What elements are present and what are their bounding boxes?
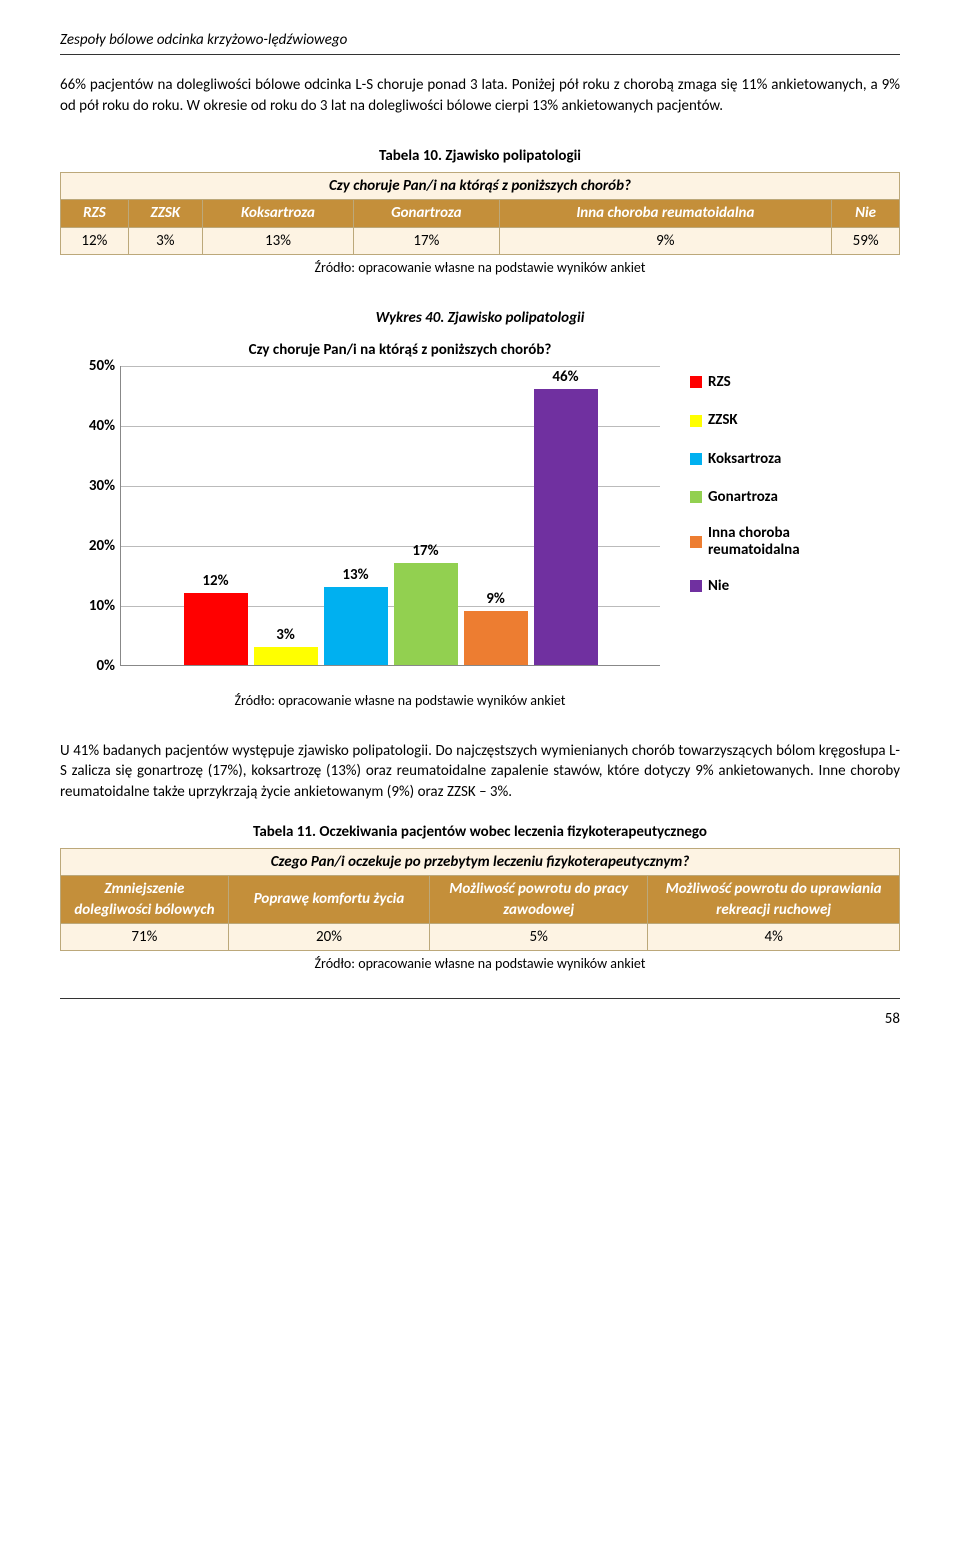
legend-label-4: Inna chorobareumatoidalna (708, 525, 800, 558)
bar-rect-1 (254, 647, 318, 665)
table10-val2: 13% (202, 227, 353, 254)
bar-3: 17% (392, 541, 460, 665)
table10-spanhead: Czy choruje Pan/i na którąś z poniższych… (61, 173, 900, 200)
legend-swatch-3 (690, 491, 702, 503)
legend-label-0: RZS (708, 372, 731, 392)
bar-rect-4 (464, 611, 528, 665)
table10-val5: 59% (832, 227, 900, 254)
table11-col3: Możliwość powrotu do uprawiania rekreacj… (648, 876, 900, 924)
bar-rect-0 (184, 593, 248, 665)
legend-item-1: ZZSK (690, 410, 800, 430)
table11-val3: 4% (648, 923, 900, 950)
legend-item-0: RZS (690, 372, 800, 392)
legend-label-3: Gonartroza (708, 487, 778, 507)
legend-item-2: Koksartroza (690, 449, 800, 469)
table11-col1: Poprawę komfortu życia (228, 876, 429, 924)
ytick-30: 30% (60, 476, 115, 496)
table10-val4: 9% (499, 227, 832, 254)
bar-rect-3 (394, 563, 458, 665)
table11-spanhead: Czego Pan/i oczekuje po przebytym leczen… (61, 849, 900, 876)
ytick-20: 20% (60, 536, 115, 556)
plot-box: 12% 3% 13% 17% 9% 46% (120, 366, 660, 666)
table10-source: Źródło: opracowanie własne na podstawie … (60, 259, 900, 278)
table11-val2: 5% (430, 923, 648, 950)
bar-1: 3% (252, 625, 320, 665)
bar-label-0: 12% (202, 571, 228, 591)
mid-paragraph: U 41% badanych pacjentów występuje zjawi… (60, 741, 900, 802)
legend-item-4: Inna chorobareumatoidalna (690, 525, 800, 558)
ytick-0: 0% (60, 656, 115, 676)
table10-val0: 12% (61, 227, 129, 254)
bar-label-5: 46% (552, 367, 578, 387)
legend-swatch-0 (690, 376, 702, 388)
table11-caption: Tabela 11. Oczekiwania pacjentów wobec l… (60, 822, 900, 842)
bar-label-2: 13% (342, 565, 368, 585)
table10-val1: 3% (128, 227, 202, 254)
ytick-50: 50% (60, 356, 115, 376)
legend-swatch-1 (690, 415, 702, 427)
table-11: Czego Pan/i oczekuje po przebytym leczen… (60, 848, 900, 951)
bar-label-4: 9% (486, 589, 505, 609)
ytick-10: 10% (60, 596, 115, 616)
table10-col2: Koksartroza (202, 200, 353, 227)
bar-label-1: 3% (276, 625, 295, 645)
page-number: 58 (60, 1009, 900, 1029)
bar-2: 13% (322, 565, 390, 665)
legend-item-3: Gonartroza (690, 487, 800, 507)
footer-rule (60, 998, 900, 999)
chart-legend: RZS ZZSK Koksartroza Gonartroza Inna choroba… (690, 366, 800, 596)
table-10: Czy choruje Pan/i na którąś z poniższych… (60, 172, 900, 255)
chart-40: 50% 40% 30% 20% 10% 0% 12%3%13%17%9%46% … (60, 366, 900, 686)
table11-val1: 20% (228, 923, 429, 950)
bar-label-3: 17% (412, 541, 438, 561)
ytick-40: 40% (60, 416, 115, 436)
intro-paragraph: 66% pacjentów na dolegliwości bólowe odc… (60, 75, 900, 116)
bar-rect-5 (534, 389, 598, 665)
legend-label-1: ZZSK (708, 410, 738, 430)
table10-col1: ZZSK (128, 200, 202, 227)
table11-val0: 71% (61, 923, 229, 950)
legend-swatch-5 (690, 580, 702, 592)
table10-col4: Inna choroba reumatoidalna (499, 200, 832, 227)
header-rule (60, 54, 900, 55)
legend-label-2: Koksartroza (708, 449, 781, 469)
page-header-title: Zespoły bólowe odcinka krzyżowo-lędźwiow… (60, 30, 900, 50)
chart-source: Źródło: opracowanie własne na podstawie … (60, 692, 680, 711)
table10-col0: RZS (61, 200, 129, 227)
legend-swatch-4 (690, 536, 702, 548)
bar-4: 9% (462, 589, 530, 665)
table10-caption: Tabela 10. Zjawisko polipatologii (60, 146, 900, 166)
chart-caption: Wykres 40. Zjawisko polipatologii (60, 308, 900, 328)
legend-item-5: Nie (690, 576, 800, 596)
table10-val3: 17% (354, 227, 499, 254)
table10-col3: Gonartroza (354, 200, 499, 227)
table11-col2: Możliwość powrotu do pracy zawodowej (430, 876, 648, 924)
legend-swatch-2 (690, 453, 702, 465)
chart-plot-area: 50% 40% 30% 20% 10% 0% 12%3%13%17%9%46% (60, 366, 680, 686)
table11-col0: Zmniejszenie dolegliwości bólowych (61, 876, 229, 924)
legend-label-5: Nie (708, 576, 729, 596)
chart-subcaption: Czy choruje Pan/i na którąś z poniższych… (60, 340, 680, 360)
bar-rect-2 (324, 587, 388, 665)
bar-5: 46% (532, 367, 600, 665)
table11-source: Źródło: opracowanie własne na podstawie … (60, 955, 900, 974)
table10-col5: Nie (832, 200, 900, 227)
bar-0: 12% (182, 571, 250, 665)
